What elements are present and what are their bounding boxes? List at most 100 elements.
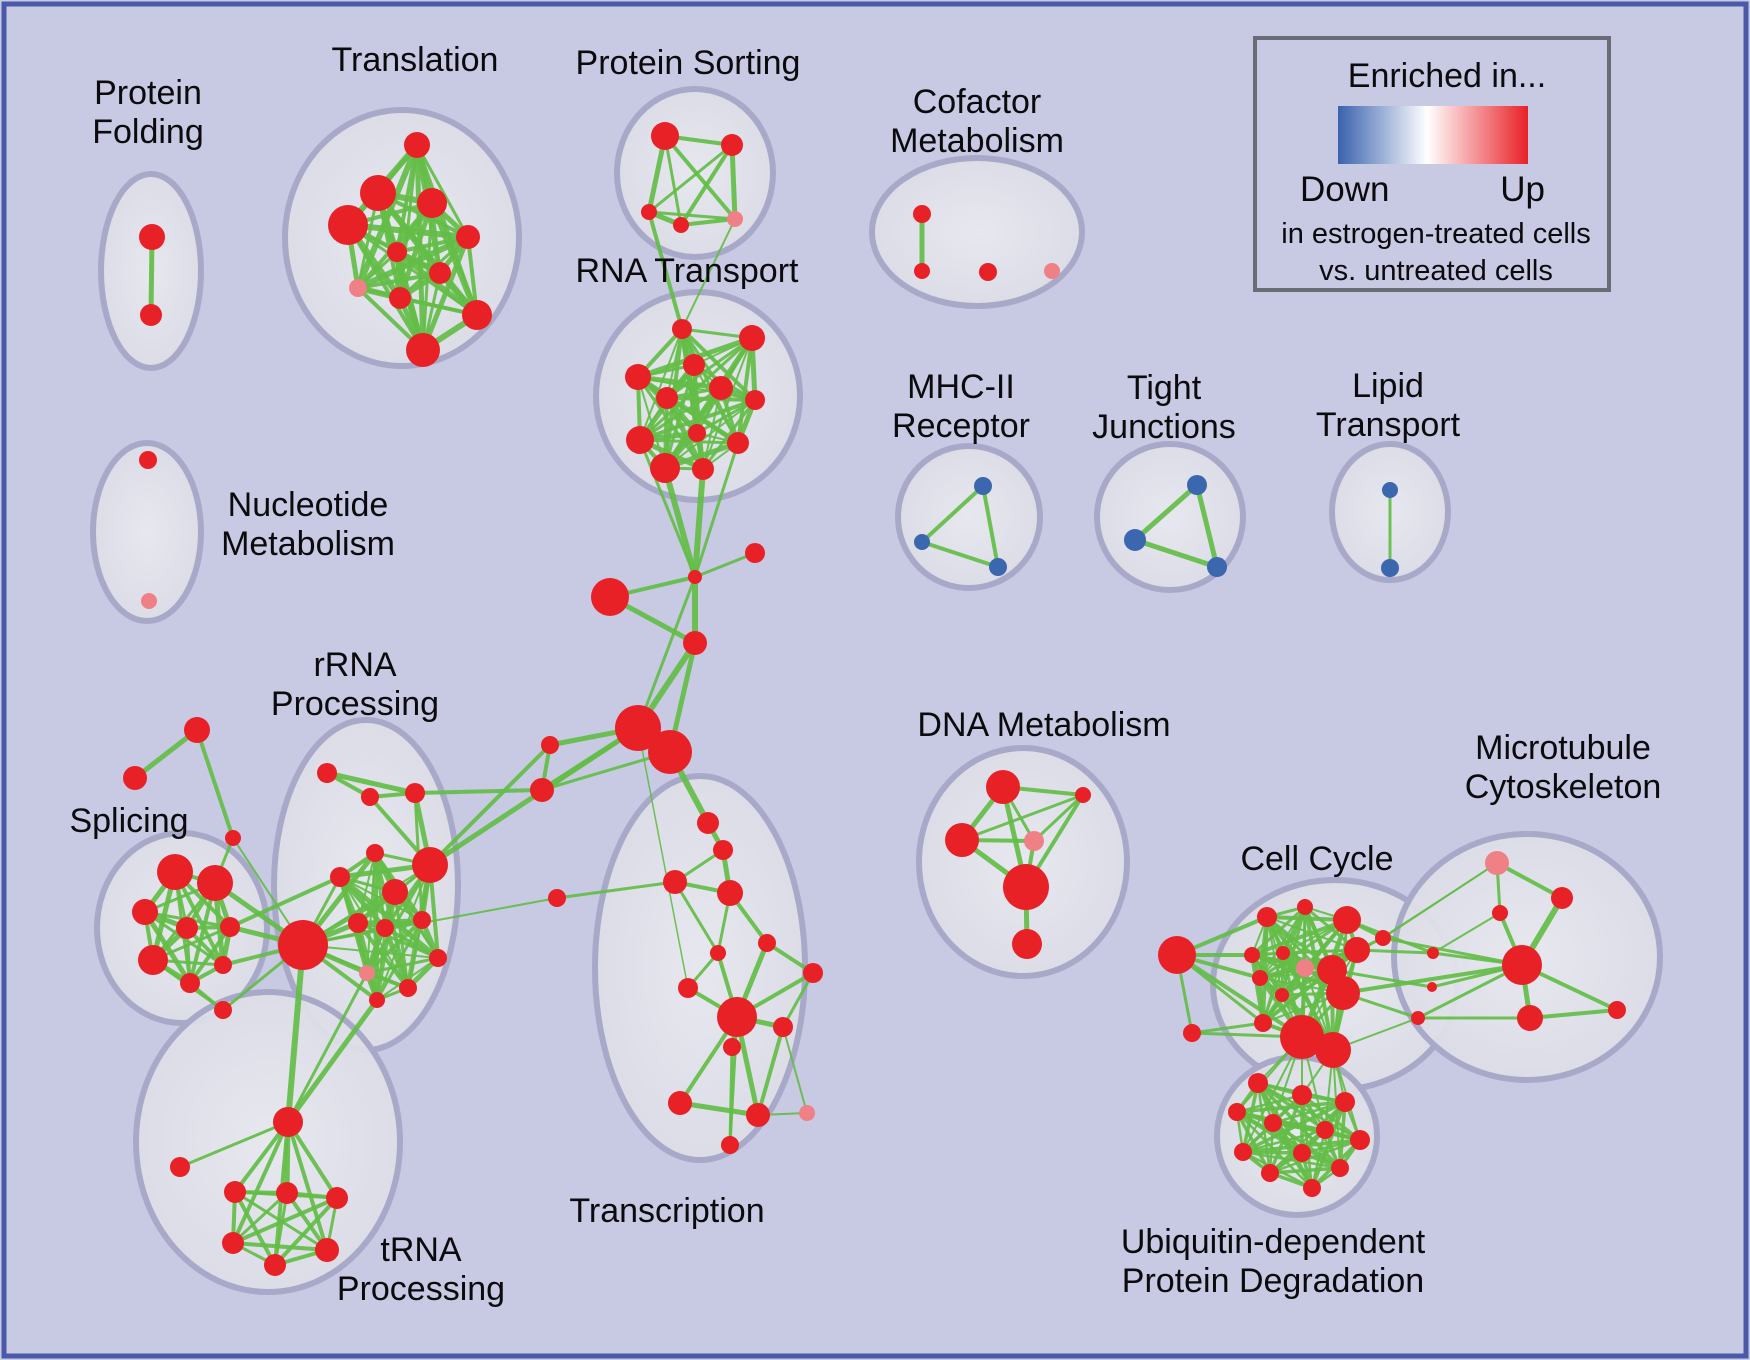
node-tx1 — [713, 840, 733, 860]
node-cf3 — [1044, 263, 1060, 279]
cluster-label-dna-metabolism: DNA Metabolism — [917, 706, 1170, 744]
node-g0 — [184, 717, 210, 743]
legend-caption-line1: in estrogen-treated cells — [1281, 218, 1591, 250]
node-tr2 — [224, 1181, 246, 1203]
node-rt8 — [626, 426, 654, 454]
node-tl5 — [387, 242, 407, 262]
edge-ps0-ps4 — [663, 134, 737, 221]
edge-ps2-rt0 — [647, 210, 684, 331]
edge-tr2-tr7 — [233, 1190, 277, 1267]
edge-ps1-ps2 — [647, 143, 734, 214]
cluster-label-nucleotide-metabolism: Metabolism — [221, 525, 395, 563]
node-rr4 — [412, 847, 448, 883]
node-sp1 — [197, 865, 233, 901]
node-ub1 — [1292, 1085, 1312, 1105]
node-rr6 — [382, 879, 408, 905]
node-rt4 — [656, 387, 678, 409]
node-tx14 — [799, 1105, 815, 1121]
node-rt11 — [692, 458, 714, 480]
node-tx12 — [746, 1103, 770, 1127]
node-cn7 — [530, 778, 554, 802]
node-tx2 — [663, 870, 687, 894]
edge-g0-g2 — [195, 728, 235, 840]
edge-tl4-tl10 — [420, 234, 471, 353]
node-mt2 — [1492, 905, 1508, 921]
node-ub0 — [1248, 1073, 1268, 1093]
edge-ub9-ub10 — [1268, 1166, 1342, 1175]
node-tx3 — [717, 880, 743, 906]
node-tr4 — [326, 1187, 348, 1209]
node-cn3 — [745, 543, 765, 563]
node-sp0 — [157, 854, 193, 890]
edge-rt8-rt9 — [638, 438, 740, 445]
node-tr5 — [222, 1232, 244, 1254]
edge-mt6-mt2 — [1432, 912, 1501, 954]
node-mh1 — [914, 534, 930, 550]
node-ps4 — [727, 211, 743, 227]
edge-tr4-tr7 — [273, 1196, 339, 1267]
node-nm0 — [139, 451, 157, 469]
node-rr11 — [359, 965, 375, 981]
node-tl3 — [328, 205, 368, 245]
node-tj2 — [1207, 557, 1227, 577]
edge-rt3-rt10 — [663, 363, 696, 470]
edge-rr0-rr2 — [324, 770, 418, 796]
edge-rt4-rt9 — [665, 396, 740, 445]
node-dn4 — [1003, 864, 1049, 910]
edge-ub5-ub7 — [1241, 1128, 1327, 1154]
cluster-label-cell-cycle: Cell Cycle — [1240, 840, 1393, 878]
node-pf1 — [140, 304, 162, 326]
edge-cc12-mt3 — [1341, 963, 1524, 995]
node-tx4 — [710, 945, 726, 961]
edge-ub2-ub11 — [1310, 1100, 1347, 1190]
node-tr7 — [264, 1254, 286, 1276]
node-rr13 — [399, 979, 417, 997]
node-cc16 — [1375, 930, 1391, 946]
cluster-label-translation: Translation — [332, 41, 499, 79]
cluster-label-splicing: Splicing — [69, 802, 188, 840]
node-rr7 — [348, 913, 368, 933]
edge-mh0-mh1 — [920, 484, 985, 544]
edge-rr10-tr0 — [285, 942, 306, 1125]
edge-mh0-mh2 — [981, 484, 1000, 569]
edge-rt9-cn0 — [693, 441, 740, 579]
edge-ps4-rt0 — [681, 218, 736, 330]
edge-ub1-ub3 — [1235, 1093, 1304, 1114]
edge-cn5-cn7 — [540, 750, 672, 792]
edge-tr5-tr6 — [231, 1241, 329, 1252]
edge-cc4-cc5 — [1250, 918, 1349, 957]
node-cn5 — [648, 730, 692, 774]
edge-tl3-tl10 — [346, 223, 425, 352]
node-dn1 — [1075, 787, 1091, 803]
node-ub6 — [1350, 1130, 1370, 1150]
edge-rt10-cn0 — [662, 465, 698, 580]
edge-rt6-rt7 — [695, 398, 757, 435]
edge-cc15-ub9 — [1332, 1049, 1341, 1169]
node-mh0 — [974, 477, 992, 495]
node-rt0 — [672, 319, 692, 339]
cluster-label-mhc-ii-receptor: Receptor — [892, 407, 1030, 445]
legend-down-label: Down — [1300, 170, 1389, 209]
edge-ub7-ub8 — [1241, 1150, 1304, 1155]
node-g2 — [225, 830, 241, 846]
node-dn0 — [986, 770, 1020, 804]
edge-ps3-ps4 — [679, 217, 737, 227]
node-sp6 — [180, 973, 200, 993]
node-cc4 — [1333, 906, 1361, 934]
node-pf0 — [139, 224, 165, 250]
cluster-label-rrna-processing: Processing — [271, 685, 439, 723]
node-tx9 — [773, 1017, 793, 1037]
cluster-label-ubiquitin-degradation: Ubiquitin-dependent — [1121, 1223, 1426, 1261]
edge-tr0-tr5 — [231, 1120, 290, 1245]
cluster-label-microtubule-cytoskeleton: Microtubule — [1475, 729, 1651, 767]
edge-cc4-cc10 — [1258, 918, 1349, 980]
edge-cn0-cn4 — [636, 575, 697, 730]
edge-tr0-rr11 — [286, 971, 369, 1124]
edge-tl6-tl7 — [356, 271, 442, 290]
node-tl8 — [389, 287, 411, 309]
legend-caption-line2: vs. untreated cells — [1319, 255, 1553, 287]
cluster-ellipse-transcription — [592, 773, 808, 1163]
edge-cc1-cc13 — [1190, 1021, 1265, 1035]
node-mt7 — [1427, 982, 1437, 992]
